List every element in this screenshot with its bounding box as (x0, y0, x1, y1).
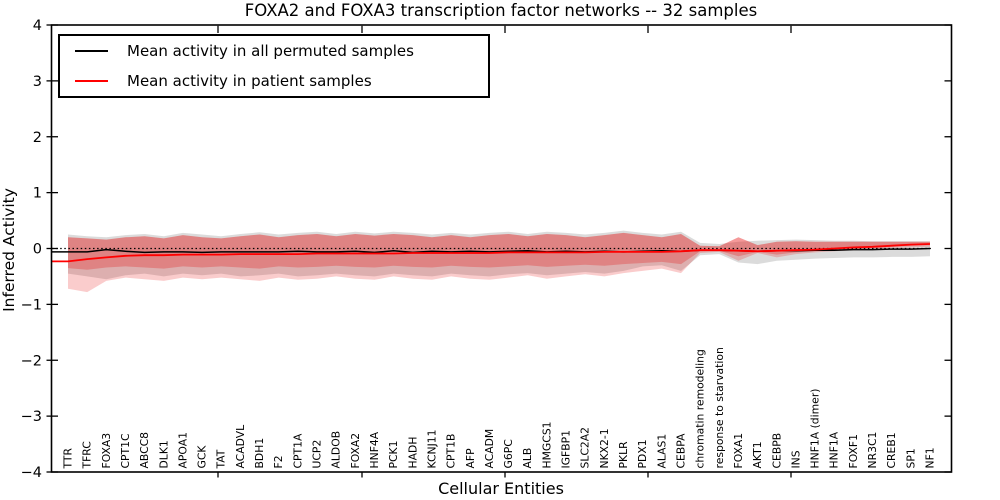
x-category-label: GCK (196, 445, 209, 469)
x-category-label: HNF1A (828, 431, 841, 468)
y-tick-label: 1 (33, 186, 42, 202)
y-axis-label: Inferred Activity (0, 188, 18, 312)
x-category-label: INS (789, 450, 802, 468)
legend-item-patient: Mean activity in patient samples (60, 67, 488, 95)
x-category-label: F2 (272, 455, 285, 468)
x-category-label: HADH (406, 437, 419, 469)
x-category-label: AKT1 (751, 441, 764, 468)
x-category-label: G6PC (502, 439, 515, 468)
x-category-label: NR3C1 (866, 432, 879, 469)
x-category-label: TAT (215, 449, 228, 469)
x-category-label: AFP (464, 448, 477, 469)
x-category-label: CEBPA (674, 433, 687, 469)
y-tick-label: −3 (21, 409, 42, 425)
y-tick-label: 4 (33, 18, 42, 34)
y-tick-label: −4 (21, 465, 42, 481)
x-category-label: FOXA3 (100, 433, 113, 469)
x-category-label: ABCC8 (138, 432, 151, 469)
x-category-label: PKLR (617, 441, 630, 469)
x-category-label: chromatin remodeling (694, 349, 707, 468)
y-tick-label: 3 (33, 74, 42, 90)
x-category-label: response to starvation (713, 347, 726, 468)
x-category-label: ALB (521, 448, 534, 469)
legend-label-patient: Mean activity in patient samples (127, 71, 372, 90)
x-category-label: FOXF1 (847, 434, 860, 469)
x-category-label: ALDOB (330, 431, 343, 469)
x-category-label: HNF1A (dimer) (809, 389, 822, 469)
x-category-label: TTR (62, 447, 75, 469)
band-permuted-sample-range (68, 230, 930, 280)
x-category-label: UCP2 (311, 440, 324, 469)
x-category-label: HMGCS1 (540, 421, 553, 468)
legend-line-black (75, 50, 108, 53)
x-category-label: BDH1 (253, 438, 266, 469)
x-category-label: NKX2-1 (598, 428, 611, 468)
patient-mean-line (52, 243, 931, 263)
legend-line-red (75, 79, 108, 82)
band-patient-sample-range-outer (68, 232, 930, 293)
legend-label-permuted: Mean activity in all permuted samples (127, 42, 414, 61)
x-category-label: ACADVL (234, 425, 247, 469)
y-tick-label: −2 (21, 353, 42, 369)
x-category-label: APOA1 (176, 432, 189, 468)
x-category-label: TFRC (81, 441, 94, 469)
x-category-label: NF1 (924, 447, 937, 468)
x-category-label: CPT1A (291, 433, 304, 469)
legend-item-permuted: Mean activity in all permuted samples (60, 37, 488, 65)
x-category-label: PCK1 (387, 441, 400, 469)
y-tick-label: 0 (33, 242, 42, 258)
x-category-label: SP1 (904, 448, 917, 468)
x-category-label: PDX1 (636, 439, 649, 468)
x-category-label: ALAS1 (655, 434, 668, 469)
x-category-label: DLK1 (157, 440, 170, 468)
x-category-label: FOXA2 (349, 433, 362, 469)
chart-title: FOXA2 and FOXA3 transcription factor net… (244, 1, 758, 20)
x-category-label: KCNJ11 (425, 429, 438, 468)
x-category-label: IGFBP1 (560, 430, 573, 469)
x-category-label: HNF4A (368, 431, 381, 468)
x-axis-label: Cellular Entities (438, 479, 564, 498)
x-category-label: CPT1B (445, 434, 458, 469)
y-tick-label: 2 (33, 130, 42, 146)
x-category-label: ACADM (483, 429, 496, 469)
y-tick-label: −1 (21, 297, 42, 313)
x-category-label: CPT1C (119, 433, 132, 468)
x-category-label: CEBPB (770, 433, 783, 469)
x-category-label: FOXA1 (732, 433, 745, 469)
x-category-label: CREB1 (885, 432, 898, 468)
legend: Mean activity in all permuted samples Me… (58, 34, 490, 98)
x-category-label: SLC2A2 (579, 427, 592, 469)
